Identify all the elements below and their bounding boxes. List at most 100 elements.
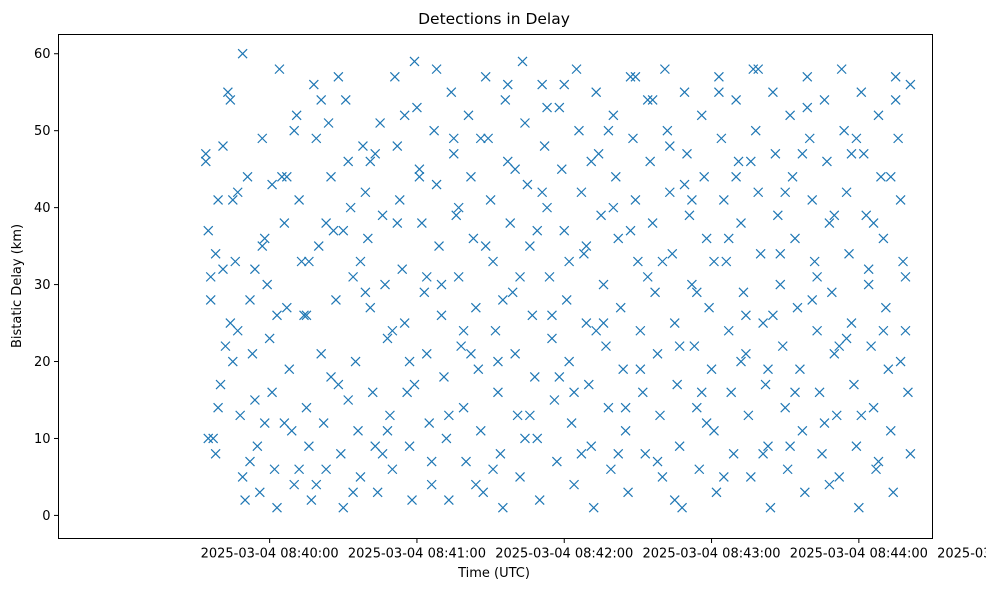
data-point	[900, 271, 911, 282]
data-point	[841, 187, 852, 198]
data-point	[723, 325, 734, 336]
data-point	[822, 156, 832, 167]
data-point	[343, 395, 354, 405]
data-point	[819, 94, 830, 105]
data-point	[475, 425, 486, 436]
data-point	[578, 248, 589, 259]
data-point	[853, 502, 864, 513]
data-point	[706, 364, 717, 375]
data-point	[321, 464, 332, 475]
data-point	[731, 94, 742, 105]
data-point	[303, 441, 314, 452]
data-point	[338, 225, 349, 236]
data-point	[294, 195, 305, 205]
data-point	[507, 287, 518, 298]
x-tick-label: 2025-03-04 08:40:00	[201, 547, 339, 562]
data-point	[861, 210, 872, 221]
data-point	[510, 164, 521, 175]
data-point	[569, 479, 579, 490]
data-point	[873, 456, 884, 467]
data-point	[276, 171, 287, 182]
data-point	[817, 448, 827, 459]
data-point	[775, 279, 786, 290]
data-point	[588, 502, 599, 513]
y-tick-label: 50	[34, 124, 51, 139]
data-point	[667, 248, 678, 259]
data-point	[883, 364, 894, 375]
y-tick-label: 20	[34, 355, 51, 370]
data-point	[534, 495, 545, 505]
data-point	[598, 279, 609, 290]
data-point	[637, 387, 648, 398]
data-point	[721, 256, 732, 267]
data-point	[475, 133, 486, 144]
data-point	[696, 110, 707, 121]
data-point	[763, 364, 773, 375]
data-point	[419, 287, 430, 298]
data-point	[414, 164, 425, 175]
data-point	[809, 256, 820, 267]
data-point	[647, 94, 658, 105]
data-point	[903, 387, 913, 398]
data-point	[547, 333, 557, 344]
data-point	[669, 318, 680, 328]
data-point	[502, 79, 513, 90]
data-point	[895, 356, 906, 367]
data-point	[279, 218, 290, 228]
data-point	[232, 187, 243, 198]
data-point	[657, 472, 668, 482]
data-point	[365, 302, 376, 313]
data-point	[802, 102, 813, 113]
data-point	[429, 125, 440, 136]
data-point	[694, 464, 705, 475]
data-point	[858, 148, 869, 159]
data-point	[210, 448, 221, 459]
data-point	[218, 141, 228, 151]
data-point	[303, 256, 314, 267]
data-point	[613, 233, 624, 244]
data-point	[873, 110, 884, 121]
data-point	[564, 356, 575, 367]
data-point	[868, 402, 879, 413]
data-point	[254, 487, 265, 498]
data-point	[382, 425, 393, 436]
data-point	[242, 171, 253, 182]
data-point	[392, 141, 403, 151]
data-point	[561, 295, 572, 305]
data-point	[473, 364, 484, 375]
data-point	[618, 364, 629, 375]
data-point	[603, 402, 614, 413]
data-point	[375, 118, 386, 128]
data-point	[394, 195, 405, 205]
data-point	[664, 187, 675, 198]
data-point	[539, 141, 550, 151]
data-point	[871, 464, 881, 475]
data-point	[367, 387, 378, 398]
x-tick-label: 2025-03-04 08:41:00	[348, 547, 486, 562]
data-point	[797, 148, 808, 159]
data-point	[387, 464, 398, 475]
data-point	[284, 364, 295, 375]
data-point	[740, 310, 751, 321]
data-point	[348, 487, 359, 498]
data-point	[767, 87, 778, 98]
data-point	[674, 441, 685, 452]
data-point	[650, 287, 661, 298]
y-axis: 0 10 20 30 40 50 60	[34, 47, 59, 524]
data-point	[387, 325, 398, 336]
data-point	[726, 387, 737, 398]
data-point	[625, 225, 636, 236]
data-point	[856, 87, 867, 98]
data-point	[338, 502, 349, 513]
data-point	[586, 156, 597, 167]
data-point	[758, 448, 769, 459]
data-point	[468, 233, 479, 244]
data-point	[431, 64, 442, 75]
data-point	[232, 325, 243, 336]
data-point	[554, 371, 565, 382]
data-point	[512, 410, 523, 421]
data-point	[642, 271, 653, 282]
data-point	[851, 441, 862, 452]
data-point	[583, 379, 594, 390]
y-tick-label: 30	[34, 278, 51, 293]
